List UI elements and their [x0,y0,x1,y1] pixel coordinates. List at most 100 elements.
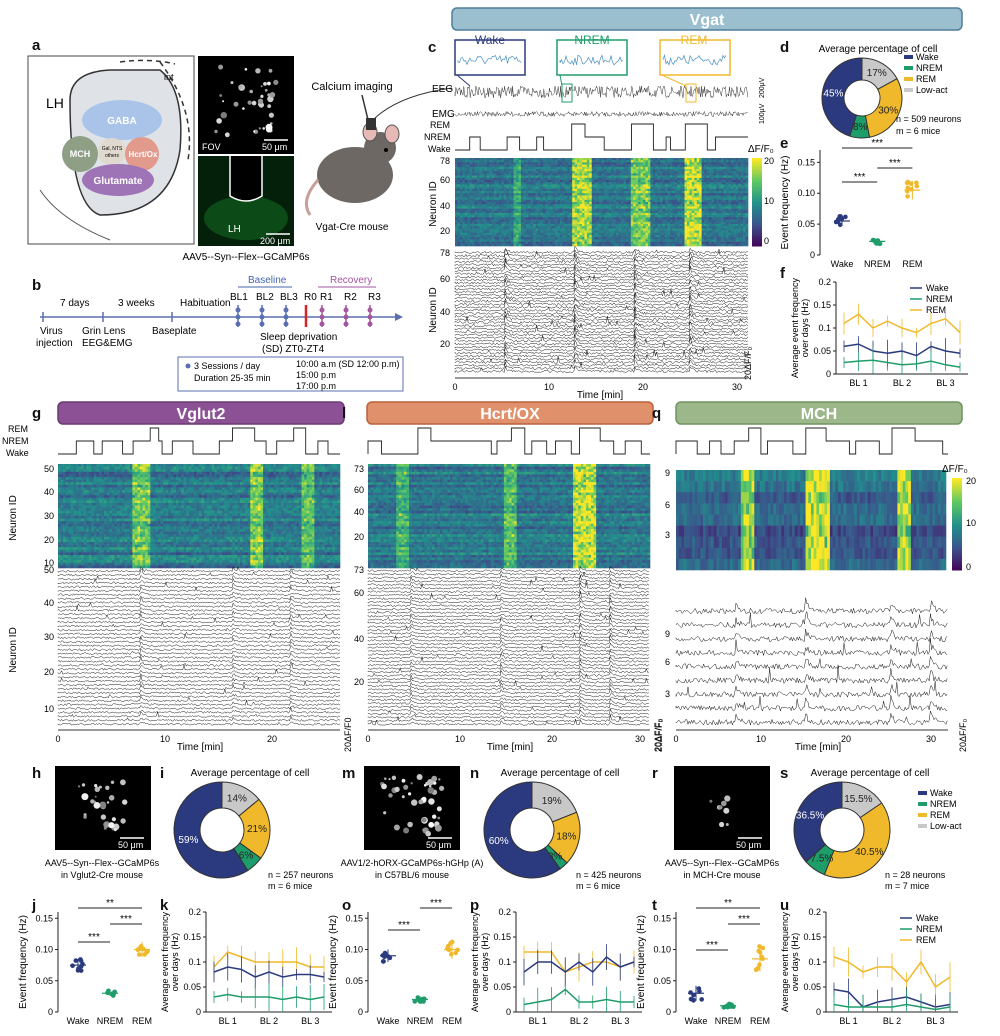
heat-cell [660,188,663,192]
heat-cell [645,206,649,209]
heat-cell [481,171,485,174]
heat-cell [682,186,685,190]
heat-cell [738,197,741,201]
heat-cell [538,173,541,176]
heat-cell [694,169,698,172]
heat-cell [513,195,517,198]
heat-cell [572,191,575,194]
heat-cell [657,243,661,247]
heat-cell [569,184,573,187]
heat-cell [628,219,632,223]
heat-cell [708,215,712,218]
heat-cell [613,173,617,176]
heat-cell [533,204,536,207]
heat-cell [596,160,600,163]
heat-cell [528,173,531,176]
heat-cell [484,160,488,163]
heat-cell [518,237,522,240]
heat-cell [730,243,734,247]
heat-cell [662,213,666,216]
letter-g: g [32,405,41,422]
heat-cell [672,206,676,209]
heat-cell [686,164,690,168]
heat-cell [503,191,507,194]
heat-cell [682,228,685,231]
heat-cell [581,166,585,170]
heat-cell [462,180,466,183]
heat-cell [474,208,478,212]
heat-cell [716,193,719,196]
heat-cell [684,237,688,240]
heat-cell [474,243,478,247]
emg-scale: 100μV [759,103,766,124]
heat-cell [679,235,683,238]
heat-cell [498,204,502,207]
heat-cell [479,230,483,234]
heat-cell [713,210,717,214]
heat-cell [701,173,705,176]
heat-cell [713,226,717,229]
heat-cell [481,204,485,207]
heat-cell [662,232,666,236]
heat-cell [608,204,612,207]
heat-cell [701,239,705,242]
heat-cell [591,197,595,201]
heat-cell [555,162,558,165]
heat-cell [523,197,527,201]
heat-cell [625,224,629,227]
heat-cell [486,224,490,227]
heat-cell [691,224,695,227]
heat-cell [474,226,478,229]
heat-cell [472,217,475,220]
heat-cell [542,239,546,242]
heat-cell [601,166,605,170]
heat-cell [530,180,534,183]
heat-cell [682,162,685,165]
heat-cell [503,204,507,207]
heat-cell [533,213,536,216]
heat-cell [513,241,517,245]
heat-cell [491,217,495,220]
heat-cell [476,232,480,236]
heat-cell [484,164,488,168]
heat-cell [511,191,514,194]
heat-cell [603,210,607,214]
heat-cell [494,193,497,196]
heat-cell [572,232,575,236]
heat-cell [596,215,600,218]
r1: R1 [320,292,333,303]
heat-cell [555,243,558,247]
heat-cell [564,193,568,196]
heat-cell [686,235,690,238]
heat-cell [486,230,490,234]
heat-cell [623,199,627,203]
heat-cell [660,204,663,207]
heat-cell [506,177,510,181]
heat-cell [655,232,658,236]
heat-cell [640,160,644,163]
heat-cell [496,195,500,198]
heat-cell [557,160,561,163]
heat-cell [640,228,644,231]
heat-cell [621,195,624,198]
heat-cell [718,204,722,207]
heat-cell [533,237,536,240]
heat-cell [677,235,680,238]
heat-cell [528,210,531,214]
heat-cell [745,166,749,170]
heat-cell [686,239,690,242]
heat-cell [657,160,661,163]
heat-cell [643,219,646,223]
heat-cell [586,219,590,223]
hyp-wake: Wake [428,144,451,154]
heat-cell [479,204,483,207]
heat-cell [503,182,507,185]
heat-cell [686,243,690,247]
heat-cell [740,186,744,190]
heat-cell [530,158,534,161]
heat-cell [589,226,593,229]
heat-cell [547,186,551,190]
heat-cell [579,193,583,196]
heat-cell [679,177,683,181]
heat-cell [498,166,502,170]
